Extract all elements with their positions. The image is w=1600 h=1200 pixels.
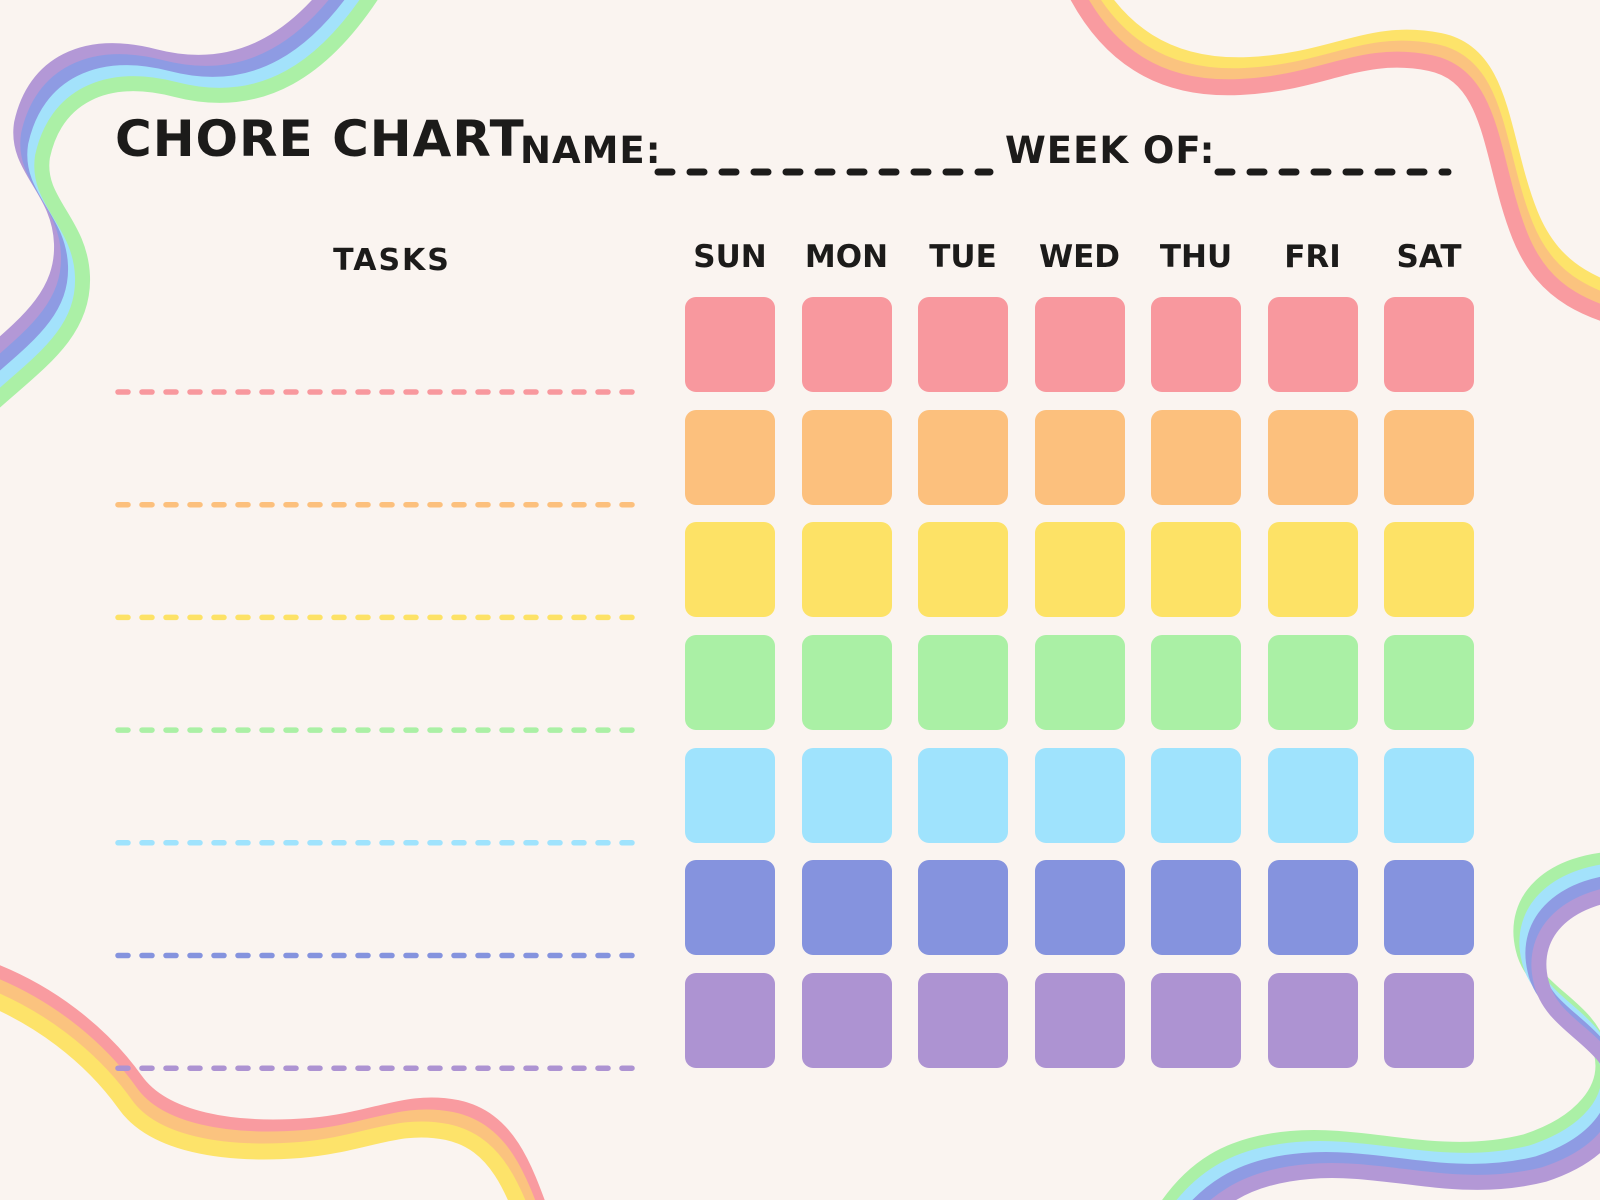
chore-cell-row4-sun[interactable] <box>685 635 775 731</box>
chore-cell-row2-mon[interactable] <box>801 409 892 505</box>
chore-cell-row4-thu[interactable] <box>1151 635 1241 731</box>
chore-cell-row5-thu[interactable] <box>1151 747 1241 843</box>
chore-cell-row7-fri[interactable] <box>1267 973 1358 1069</box>
chore-cell-row5-tue[interactable] <box>918 747 1008 843</box>
chore-cell-row3-tue[interactable] <box>918 522 1008 618</box>
rainbow-ribbon-bottom-left <box>0 965 545 1200</box>
chore-cell-row2-tue[interactable] <box>918 409 1008 505</box>
chore-cell-row1-tue[interactable] <box>918 297 1008 392</box>
ribbon-stripe <box>1094 0 1600 295</box>
chore-cell-row3-thu[interactable] <box>1151 522 1241 618</box>
chore-cell-row7-wed[interactable] <box>1034 973 1125 1069</box>
chore-cell-row1-mon[interactable] <box>801 297 892 392</box>
chore-cell-row6-fri[interactable] <box>1267 860 1358 956</box>
day-header-wed: WED <box>1038 239 1121 275</box>
chore-cell-row2-wed[interactable] <box>1034 409 1125 505</box>
chore-cell-row1-fri[interactable] <box>1267 297 1358 392</box>
chore-cell-row5-fri[interactable] <box>1267 747 1358 843</box>
chore-cell-row6-thu[interactable] <box>1151 860 1241 956</box>
day-header-fri: FRI <box>1284 239 1341 275</box>
chore-grid <box>685 297 1474 1069</box>
rainbow-ribbon-top-left <box>0 0 378 408</box>
day-header-sat: SAT <box>1396 239 1462 275</box>
chore-cell-row1-sat[interactable] <box>1384 297 1474 392</box>
tasks-column-header: TASKS <box>333 243 451 278</box>
chore-cell-row6-tue[interactable] <box>918 860 1008 956</box>
chore-cell-row7-sat[interactable] <box>1384 973 1474 1069</box>
day-header-thu: THU <box>1159 239 1233 275</box>
ribbon-stripe <box>0 0 378 408</box>
task-input-lines <box>115 389 648 1071</box>
day-headers-row: SUN MON TUE WED THU FRI SAT <box>685 239 1474 275</box>
chore-cell-row6-sun[interactable] <box>685 860 775 956</box>
ribbon-stripe <box>0 993 526 1200</box>
page-title: CHORE CHART <box>115 110 525 168</box>
week-of-label: WEEK OF: <box>1005 129 1216 172</box>
day-header-sun: SUN <box>693 239 767 275</box>
chore-cell-row3-sun[interactable] <box>685 522 775 618</box>
ribbon-stripe <box>0 0 332 357</box>
chore-cell-row2-sun[interactable] <box>685 409 775 505</box>
chore-cell-row3-mon[interactable] <box>801 522 892 618</box>
chore-cell-row7-mon[interactable] <box>801 973 892 1069</box>
ribbon-stripe <box>0 965 545 1200</box>
ribbon-stripe <box>1081 0 1600 308</box>
chore-cell-row5-mon[interactable] <box>801 747 892 843</box>
ribbon-stripe <box>1210 889 1600 1200</box>
chore-cell-row1-wed[interactable] <box>1034 297 1125 392</box>
day-header-tue: TUE <box>929 239 997 275</box>
day-header-mon: MON <box>804 239 889 275</box>
chore-cell-row4-tue[interactable] <box>918 635 1008 731</box>
chore-cell-row4-fri[interactable] <box>1267 635 1358 731</box>
chore-cell-row6-wed[interactable] <box>1034 860 1125 956</box>
chore-cell-row6-sat[interactable] <box>1384 860 1474 956</box>
chore-cell-row5-wed[interactable] <box>1034 747 1125 843</box>
chore-cell-row2-thu[interactable] <box>1151 409 1241 505</box>
ribbon-stripe <box>1070 0 1600 321</box>
chore-cell-row3-fri[interactable] <box>1267 522 1358 618</box>
chore-cell-row4-mon[interactable] <box>801 635 892 731</box>
chore-cell-row4-sat[interactable] <box>1384 635 1474 731</box>
chore-cell-row2-fri[interactable] <box>1267 409 1358 505</box>
ribbon-stripe <box>0 979 536 1200</box>
chore-cell-row6-mon[interactable] <box>801 860 892 956</box>
chore-cell-row7-tue[interactable] <box>918 973 1008 1069</box>
chore-cell-row7-sun[interactable] <box>685 973 775 1069</box>
chore-cell-row7-thu[interactable] <box>1151 973 1241 1069</box>
chore-cell-row5-sat[interactable] <box>1384 747 1474 843</box>
chore-cell-row3-sat[interactable] <box>1384 522 1474 618</box>
ribbon-stripe <box>0 0 363 391</box>
chore-cell-row2-sat[interactable] <box>1384 409 1474 505</box>
ribbon-stripe <box>0 0 348 374</box>
chore-cell-row1-thu[interactable] <box>1151 297 1241 392</box>
rainbow-ribbon-top-right <box>1070 0 1600 321</box>
chore-cell-row5-sun[interactable] <box>685 747 775 843</box>
chore-cell-row1-sun[interactable] <box>685 297 775 392</box>
name-label: NAME: <box>520 129 662 172</box>
rainbow-ribbon-bottom-right <box>1162 852 1600 1200</box>
chore-cell-row4-wed[interactable] <box>1034 635 1125 731</box>
chore-cell-row3-wed[interactable] <box>1034 522 1125 618</box>
